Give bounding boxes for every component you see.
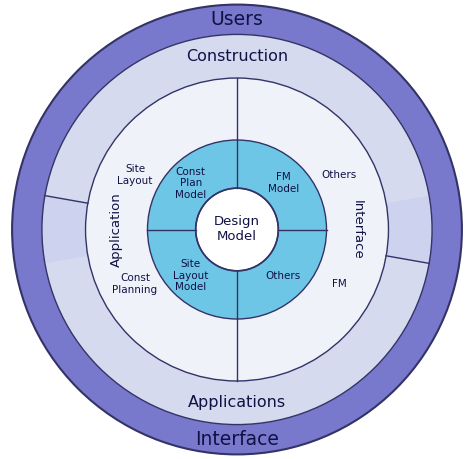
Text: Design
Model: Design Model	[214, 215, 260, 244]
Wedge shape	[12, 5, 462, 454]
Text: Site
Layout
Model: Site Layout Model	[173, 259, 209, 292]
Text: Application: Application	[110, 192, 123, 267]
Text: FM
Model: FM Model	[268, 173, 299, 194]
Wedge shape	[42, 34, 432, 425]
Text: Interface: Interface	[351, 200, 364, 259]
Wedge shape	[85, 78, 389, 381]
Text: Applications: Applications	[188, 395, 286, 410]
Wedge shape	[45, 256, 429, 425]
Text: Site
Layout: Site Layout	[117, 164, 153, 186]
Wedge shape	[85, 78, 237, 381]
Wedge shape	[45, 34, 429, 203]
Wedge shape	[147, 140, 327, 319]
Text: Const
Planning: Const Planning	[112, 273, 157, 295]
Text: Const
Plan
Model: Const Plan Model	[175, 167, 206, 200]
Wedge shape	[237, 78, 389, 381]
Text: Interface: Interface	[195, 430, 279, 449]
Text: Users: Users	[210, 10, 264, 29]
Text: Others: Others	[265, 271, 301, 281]
Circle shape	[196, 188, 278, 271]
Text: Others: Others	[321, 170, 356, 180]
Text: Construction: Construction	[186, 49, 288, 64]
Text: FM: FM	[332, 279, 346, 289]
